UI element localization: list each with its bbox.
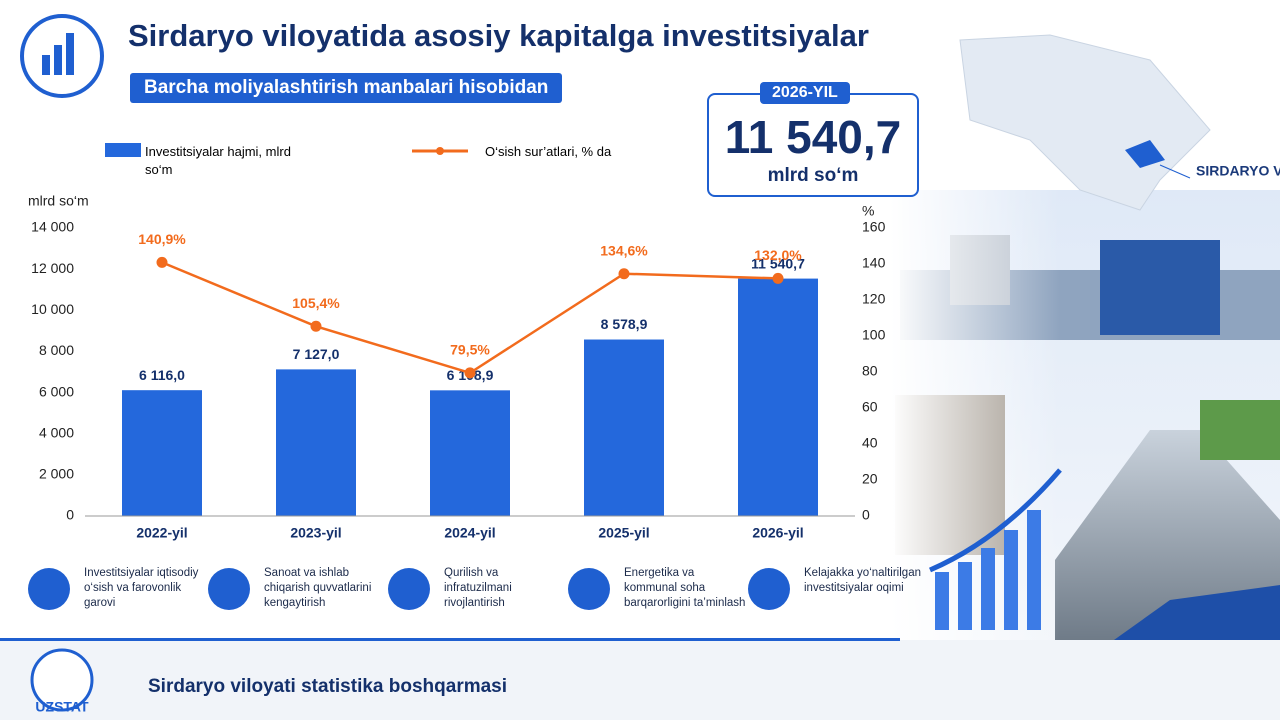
legend-label: O‘sish sur’atlari, % da (485, 144, 612, 159)
y-axis-label: mlrd so‘m (28, 193, 89, 209)
y2-tick-label: 140 (862, 255, 886, 271)
map-region (1125, 140, 1165, 168)
y-tick-label: 6 000 (39, 383, 74, 399)
x-tick-label: 2026-yil (752, 525, 803, 541)
value-label: 6 116,0 (139, 367, 185, 383)
value-label: 79,5% (450, 342, 490, 358)
feature-icon (388, 568, 430, 610)
y2-tick-label: 120 (862, 291, 886, 307)
feature-icon (568, 568, 610, 610)
y2-axis-label: % (862, 203, 874, 219)
value-label: 132,0% (754, 247, 802, 263)
feature-icon (748, 568, 790, 610)
value-label: 134,6% (600, 242, 648, 258)
bar (276, 369, 356, 516)
trees (1200, 400, 1280, 460)
legend-swatch-bar (105, 143, 141, 157)
y-tick-label: 10 000 (31, 301, 74, 317)
subtitle: Barcha moliyalashtirish manbalari hisobi… (130, 73, 563, 103)
x-tick-label: 2022-yil (136, 525, 187, 541)
y2-tick-label: 160 (862, 219, 886, 235)
y-tick-label: 8 000 (39, 342, 74, 358)
x-tick-label: 2024-yil (444, 525, 495, 541)
y-tick-label: 14 000 (31, 219, 74, 235)
line-point (156, 256, 168, 268)
y2-tick-label: 40 (862, 435, 878, 451)
line-point (464, 367, 476, 379)
y2-tick-label: 60 (862, 399, 878, 415)
growth-arrow (929, 468, 1062, 573)
y2-tick-label: 0 (862, 507, 870, 523)
highlight-unit: mlrd so‘m (767, 165, 859, 186)
road (1055, 430, 1280, 640)
y-tick-label: 0 (66, 507, 74, 523)
x-tick-label: 2023-yil (290, 525, 341, 541)
feature-text: Sanoat va ishlab chiqarish quvvatlarini … (264, 567, 372, 609)
growth-bars (935, 510, 1041, 630)
bar (584, 339, 664, 516)
logo-ring (20, 14, 104, 98)
footer-org: Sirdaryo viloyati statistika boshqarmasi (148, 676, 508, 697)
line-point (310, 320, 322, 332)
line-point (772, 272, 784, 284)
map (959, 34, 1211, 211)
value-label: 11 540,7 (751, 255, 805, 271)
highlight-year: 2026-YIL (760, 82, 850, 104)
line-point (618, 268, 630, 280)
bar (122, 390, 202, 516)
bar (430, 390, 510, 516)
feature-icon (28, 568, 70, 610)
value-label: 105,4% (292, 295, 340, 311)
y-tick-label: 12 000 (31, 260, 74, 276)
logo-text: UZSTAT (35, 699, 89, 715)
map-pointer (1159, 164, 1191, 179)
value-label: 8 578,9 (601, 316, 648, 332)
feature-text: Investitsiyalar iqtisodiy o‘sish va faro… (84, 567, 199, 609)
title: Sirdaryo viloyatida asosiy kapitalga inv… (128, 18, 869, 53)
y2-tick-label: 100 (862, 327, 886, 343)
y2-tick-label: 80 (862, 363, 878, 379)
logo-bars (42, 33, 74, 75)
map-label: SIRDARYO VILOYATI (1196, 163, 1280, 179)
value-label: 140,9% (138, 231, 186, 247)
bar (738, 278, 818, 516)
y-tick-label: 2 000 (39, 466, 74, 482)
value-label: 7 127,0 (293, 346, 340, 362)
footer-logo (30, 648, 94, 712)
footer-band (0, 640, 1280, 720)
footer-rule (0, 638, 900, 641)
y2-tick-label: 20 (862, 471, 878, 487)
highlight-value: 11 540,7 (724, 111, 902, 163)
legend-swatch-line (412, 147, 468, 155)
feature-text: Kelajakka yo‘naltirilgan investitsiyalar… (804, 567, 921, 594)
factory-building (1100, 240, 1220, 335)
legend-label: Investitsiyalar hajmi, mlrd so‘m (145, 144, 291, 177)
feature-text: Qurilish va infratuzilmani rivojlantiris… (444, 567, 512, 609)
y-tick-label: 4 000 (39, 424, 74, 440)
x-tick-label: 2025-yil (598, 525, 649, 541)
feature-icon (208, 568, 250, 610)
feature-text: Energetika va kommunal soha barqarorligi… (624, 567, 746, 609)
